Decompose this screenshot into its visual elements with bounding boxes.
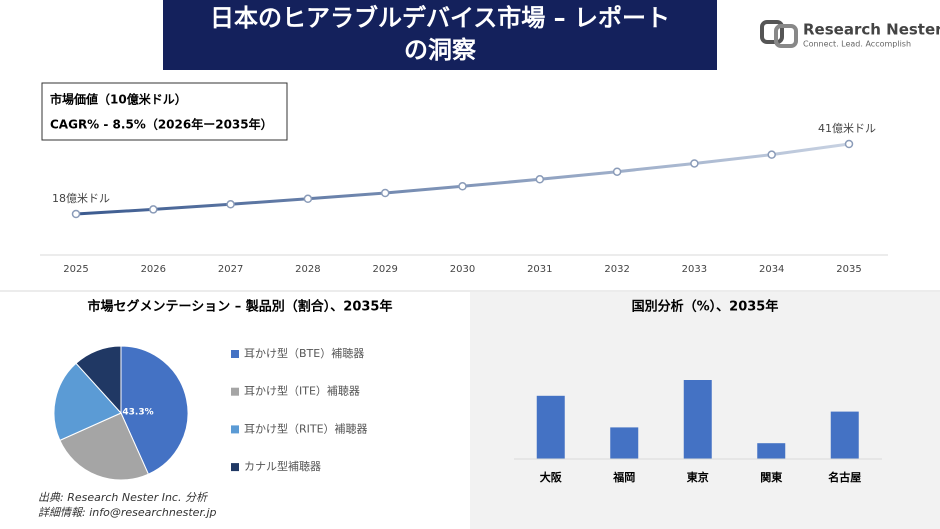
- logo: Research Nester Connect. Lead. Accomplis…: [760, 20, 940, 49]
- title: 日本のヒアラブルデバイス市場 – レポート: [210, 4, 670, 32]
- bar: [830, 411, 859, 459]
- logo-tagline: Connect. Lead. Accomplish: [803, 40, 911, 49]
- value-label: 41億米ドル: [818, 122, 876, 135]
- pie-slice: [75, 345, 122, 415]
- legend-label: 耳かけ型（RITE）補聴器: [244, 421, 368, 435]
- logo-icon: [760, 20, 784, 44]
- x-tick-label: 2027: [218, 264, 243, 275]
- pie-slice: [53, 362, 122, 442]
- marker: [767, 150, 776, 159]
- x-tick-label: 2031: [527, 264, 552, 275]
- legend-swatch: [231, 425, 239, 434]
- source: 出典: Research Nester Inc. 分析: [38, 491, 209, 504]
- x-tick-label: 2028: [295, 264, 320, 275]
- x-tick-label: 大阪: [540, 470, 563, 484]
- source: 詳細情報: info@researchnester.jp: [38, 506, 217, 519]
- marker: [844, 139, 854, 149]
- title-box: [163, 0, 717, 70]
- chart-title: 国別分析（%）、2035年: [632, 299, 779, 315]
- x-tick-label: 関東: [760, 470, 783, 484]
- legend-label: カナル型補聴器: [244, 459, 321, 473]
- x-tick-label: 2026: [141, 264, 166, 275]
- legend-label: 耳かけ型（ITE）補聴器: [244, 384, 360, 398]
- cagr: CAGR% - 8.5%（2026年ー2035年）: [50, 117, 273, 132]
- x-tick-label: 2035: [836, 264, 861, 275]
- bar: [536, 395, 565, 459]
- x-tick-label: 東京: [687, 470, 709, 484]
- x-tick-label: 2025: [63, 264, 88, 275]
- logo-icon: [774, 24, 798, 48]
- x-tick-label: 福岡: [612, 470, 635, 484]
- x-tick-label: 2033: [682, 264, 707, 275]
- marker: [226, 200, 235, 209]
- x-tick-label: 2030: [450, 264, 475, 275]
- bar: [757, 443, 786, 459]
- legend-swatch: [231, 350, 239, 358]
- x-tick-label: 2032: [604, 264, 629, 275]
- marker: [149, 205, 158, 214]
- marker: [380, 188, 390, 198]
- logo-name: Research Nester: [803, 21, 940, 39]
- title: の洞察: [404, 36, 477, 64]
- x-tick-label: 2029: [372, 264, 397, 275]
- bar: [610, 427, 639, 459]
- legend-swatch: [231, 463, 239, 472]
- legend-swatch: [231, 387, 239, 396]
- market-value: 市場価値（10億米ドル）: [50, 92, 187, 107]
- marker: [535, 175, 545, 184]
- marker: [303, 194, 313, 204]
- marker: [458, 182, 467, 191]
- pie-slice: [120, 345, 189, 475]
- value-label: 18億米ドル: [52, 192, 110, 205]
- value-label: 43.3%: [122, 408, 153, 418]
- x-tick-label: 名古屋: [828, 470, 861, 484]
- marker: [612, 167, 622, 176]
- bar: [683, 380, 712, 459]
- pie-slice: [59, 412, 150, 481]
- marker: [71, 209, 81, 219]
- chart-title: 市場セグメンテーション – 製品別（割合）、2035年: [88, 299, 393, 315]
- info-box: [41, 82, 288, 141]
- marker: [690, 159, 699, 168]
- line: [75, 142, 850, 216]
- x-tick-label: 2034: [759, 264, 784, 275]
- legend-label: 耳かけ型（BTE）補聴器: [244, 346, 364, 360]
